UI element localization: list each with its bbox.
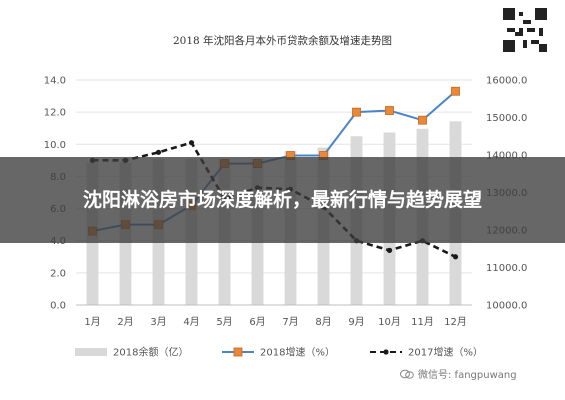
watermark-text: 微信号: fangpuwang (418, 370, 517, 381)
x-tick-label: 10月 (378, 316, 401, 328)
y-right-tick-label: 16000.0 (486, 76, 527, 87)
data-point (155, 149, 162, 155)
series-line (92, 141, 457, 258)
y-left-tick-label: 10.0 (44, 140, 66, 151)
x-tick-label: 4月 (183, 316, 199, 328)
x-tick-label: 3月 (150, 316, 166, 328)
qr-code-icon (503, 8, 547, 52)
watermark: 微信号: fangpuwang (400, 366, 517, 381)
legend: 2018余额（亿） 2018增速（%） 2017增速（%） (75, 346, 483, 359)
data-point (188, 140, 195, 146)
legend-label: 2018余额（亿） (113, 346, 188, 359)
x-tick-label: 5月 (216, 316, 232, 328)
legend-marker (233, 347, 243, 357)
wechat-icon (400, 369, 414, 379)
legend-swatch (75, 348, 107, 356)
y-right-tick-label: 10000.0 (486, 301, 527, 312)
y-left-tick-label: 0.0 (50, 301, 66, 312)
headline-banner: 沈阳淋浴房市场深度解析，最新行情与趋势展望 (0, 157, 565, 243)
y-right-tick-label: 15000.0 (486, 113, 527, 124)
x-tick-label: 12月 (444, 316, 467, 328)
legend-label: 2017增速（%） (408, 346, 483, 359)
data-point (386, 247, 393, 253)
data-point (451, 86, 460, 96)
data-point (452, 254, 459, 260)
x-tick-label: 8月 (315, 316, 331, 328)
y-right-tick-label: 11000.0 (486, 263, 527, 274)
x-tick-label: 6月 (249, 316, 265, 328)
x-tick-label: 2月 (117, 316, 133, 328)
x-tick-label: 9月 (348, 316, 364, 328)
y-left-tick-label: 14.0 (44, 76, 66, 87)
x-tick-label: 1月 (84, 316, 100, 328)
data-point (418, 115, 427, 125)
x-tick-label: 11月 (411, 316, 434, 328)
x-tick-label: 7月 (282, 316, 298, 328)
data-point (385, 106, 394, 115)
legend-marker (383, 349, 389, 355)
y-left-tick-label: 12.0 (44, 108, 66, 119)
data-point (352, 107, 361, 117)
y-left-tick-label: 2.0 (50, 268, 66, 279)
chart-title: 2018 年沈阳各月本外币贷款余额及增速走势图 (172, 35, 393, 47)
y-right-tick-label: 14000.0 (486, 151, 527, 162)
legend-label: 2018增速（%） (260, 346, 335, 359)
headline-text: 沈阳淋浴房市场深度解析，最新行情与趋势展望 (82, 188, 482, 211)
